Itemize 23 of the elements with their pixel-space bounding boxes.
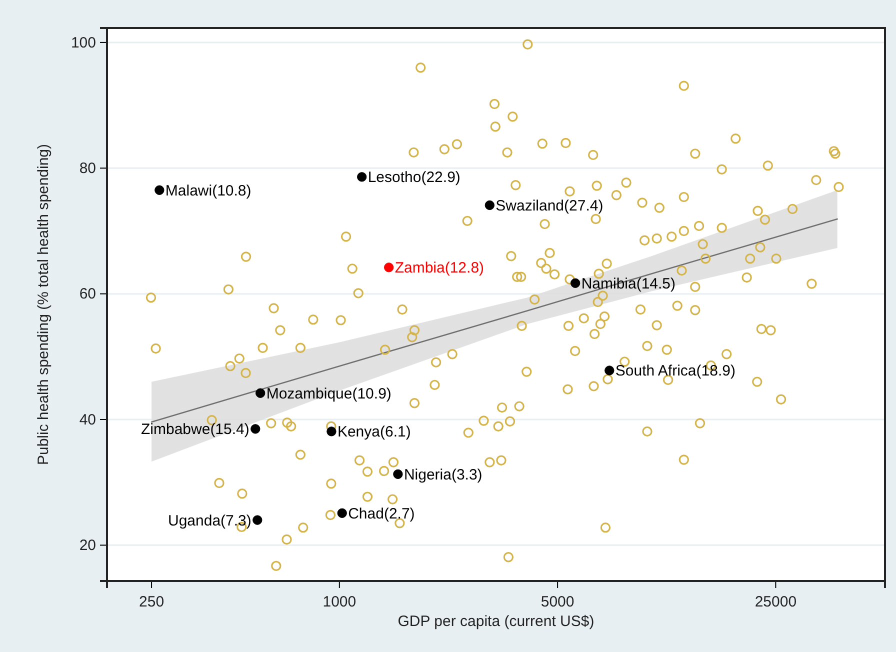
annotation: Lesotho(22.9) [368,169,460,186]
annotation: Malawi(10.8) [165,182,252,200]
annotation: Swaziland(27.4) [496,197,604,214]
annotation: Namibia(14.5) [581,275,676,292]
annotation: Mozambique(10.9) [266,385,392,402]
annotation: Zimbabwe(15.4) [141,421,250,438]
x-tick-label: 25000 [754,594,797,611]
y-tick-label: 100 [70,34,96,52]
y-axis-title: Public health spending (% total health spending) [35,144,52,466]
annotation: Nigeria(3.3) [404,466,482,484]
x-tick-label: 250 [139,594,164,611]
annotation: Kenya(6.1) [337,424,411,441]
x-axis-title: GDP per capita (current US$) [398,613,594,630]
annotation: Zambia(12.8) [394,260,484,277]
y-tick-label: 60 [79,286,96,303]
y-tick-label: 40 [79,411,96,428]
x-tick-label: 1000 [322,594,356,611]
y-tick-label: 20 [79,536,96,554]
annotation: Uganda(7.3) [168,512,252,530]
y-tick-label: 80 [79,160,96,177]
annotation: Chad(2.7) [348,505,415,522]
annotation: South Africa(18.9) [615,362,736,380]
x-tick-label: 5000 [540,594,574,611]
